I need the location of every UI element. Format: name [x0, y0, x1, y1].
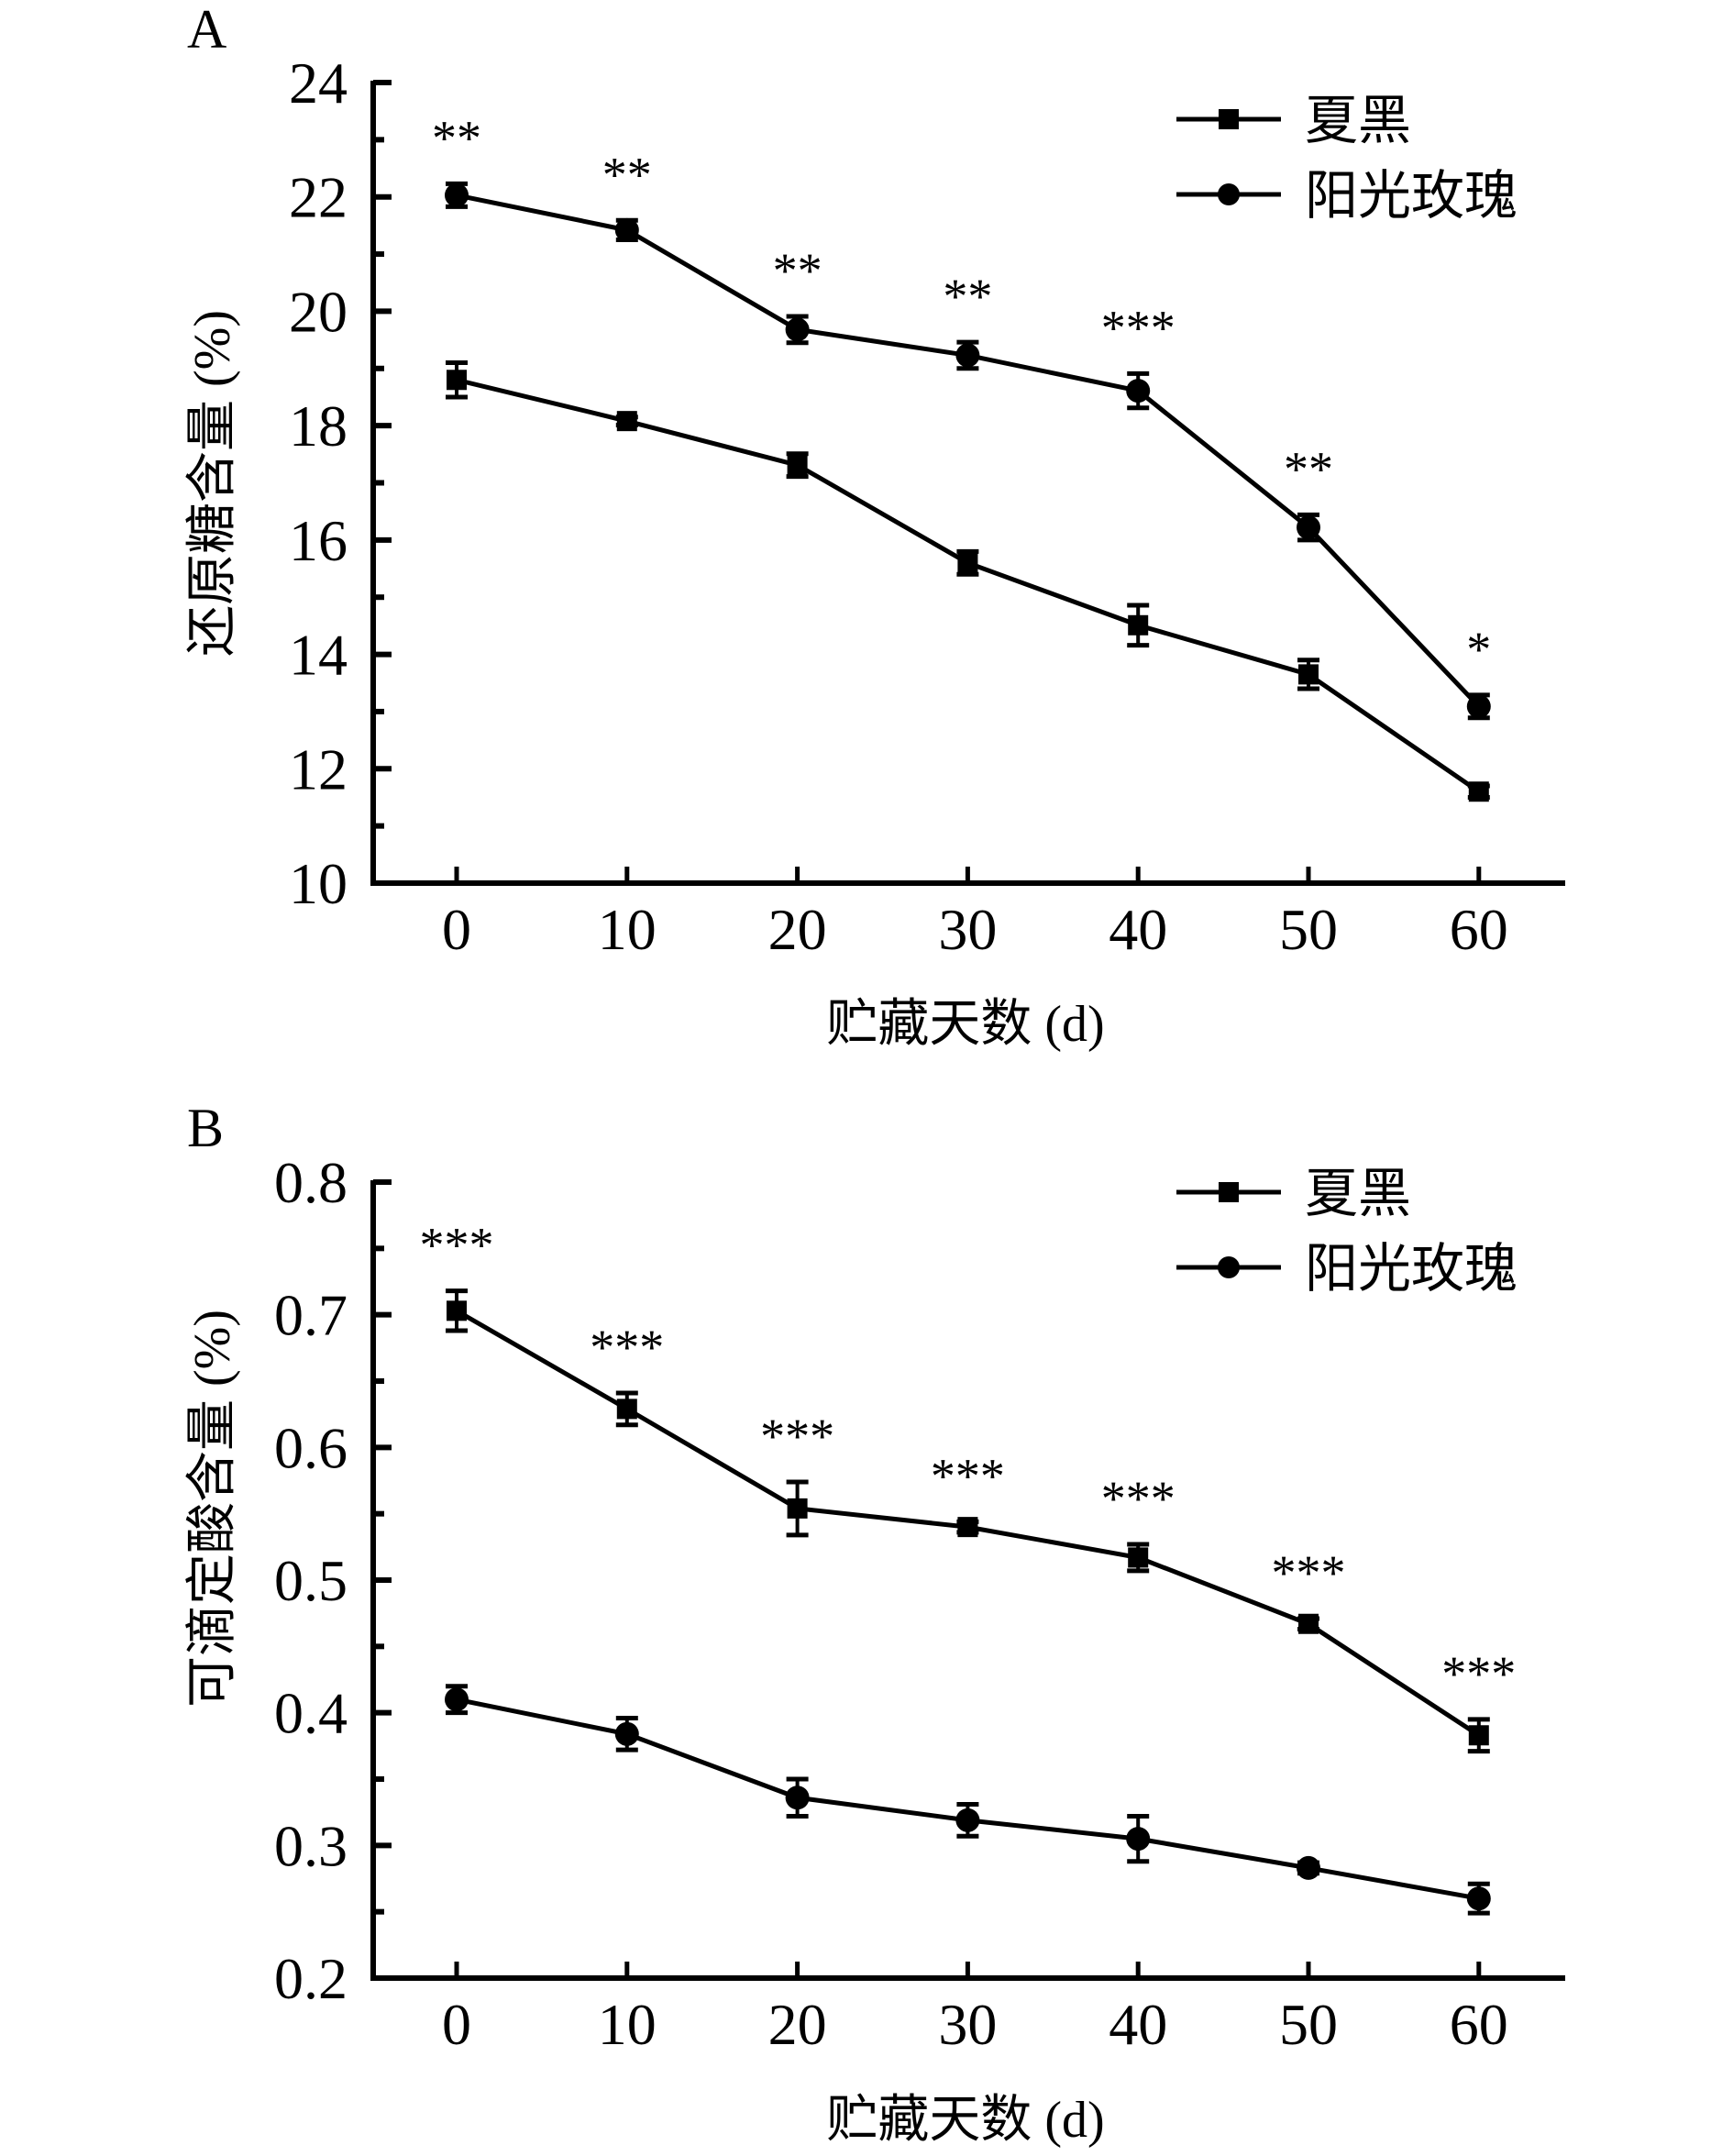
- data-point-circle: [445, 182, 469, 207]
- data-point-square: [447, 1300, 467, 1321]
- data-point-circle: [955, 1808, 980, 1832]
- data-point-circle: [1466, 1886, 1491, 1911]
- x-tick-label: 50: [1279, 1992, 1338, 2057]
- y-tick-label: 10: [289, 851, 348, 916]
- y-tick-label: 0.3: [274, 1813, 348, 1878]
- data-point-circle: [445, 1687, 469, 1712]
- y-tick-label: 0.2: [274, 1946, 348, 2011]
- significance-marker: ***: [931, 1448, 1005, 1503]
- data-point-square: [787, 1498, 808, 1519]
- x-tick-label: 10: [598, 897, 657, 962]
- x-tick-label: 40: [1109, 1992, 1167, 2057]
- significance-marker: *: [1466, 622, 1491, 677]
- data-point-circle: [614, 217, 639, 242]
- x-tick-label: 10: [598, 1992, 657, 2057]
- data-point-square: [447, 370, 467, 391]
- series-circle: [445, 181, 1491, 721]
- legend-circle-icon: [1218, 183, 1240, 205]
- y-tick-label: 24: [289, 50, 348, 116]
- data-point-square: [787, 455, 808, 476]
- y-tick-label: 16: [289, 508, 348, 573]
- legend-label: 阳光玫瑰: [1305, 1239, 1518, 1299]
- data-point-square: [1468, 781, 1489, 802]
- data-point-circle: [785, 1786, 810, 1810]
- data-point-square: [616, 1399, 637, 1420]
- data-point-circle: [1126, 1827, 1151, 1852]
- y-tick-label: 22: [289, 165, 348, 230]
- significance-marker: ***: [1101, 300, 1176, 355]
- legend-label: 夏黑: [1305, 91, 1411, 150]
- significance-marker: ***: [760, 1409, 834, 1464]
- y-tick-label: 0.6: [274, 1415, 348, 1480]
- y-tick-label: 14: [289, 623, 348, 688]
- significance-marker: **: [773, 243, 822, 298]
- significance-marker: ***: [1101, 1471, 1176, 1526]
- data-point-circle: [1297, 515, 1320, 540]
- x-tick-label: 60: [1450, 897, 1508, 962]
- data-point-square: [616, 411, 637, 432]
- panel-label: A: [187, 0, 226, 60]
- legend-label: 夏黑: [1305, 1164, 1411, 1223]
- y-tick-label: 18: [289, 393, 348, 459]
- x-tick-label: 40: [1109, 897, 1167, 962]
- data-point-square: [1468, 1725, 1489, 1746]
- significance-marker: **: [432, 110, 481, 165]
- legend-circle-icon: [1218, 1256, 1240, 1278]
- data-point-square: [957, 552, 978, 573]
- panel-b: B 0.2 0.3 0.4 0.5 0.6 0.7 0.8 0 10 20 30 40 50 60 贮藏天数 …: [184, 1098, 1565, 2149]
- y-tick-label: 20: [289, 279, 348, 344]
- x-tick-label: 0: [442, 897, 471, 962]
- data-point-circle: [1297, 1855, 1320, 1880]
- panel-a: A 10 12 14 16 18 20 22 24 0 10 20 30 40 50 60 贮藏天数 (d) 还原…: [184, 0, 1565, 1053]
- significance-marker: ***: [1441, 1646, 1516, 1701]
- significance-marker: ***: [420, 1218, 494, 1273]
- significance-marker: **: [943, 269, 992, 324]
- x-tick-label: 20: [768, 1992, 827, 2057]
- data-point-circle: [785, 317, 810, 342]
- significance-marker: ***: [1272, 1545, 1346, 1600]
- data-point-square: [957, 1517, 978, 1538]
- data-point-square: [1298, 1613, 1319, 1634]
- x-tick-label: 20: [768, 897, 827, 962]
- x-axis-label: 贮藏天数 (d): [826, 996, 1104, 1053]
- x-tick-label: 50: [1279, 897, 1338, 962]
- legend-square-icon: [1219, 1182, 1239, 1202]
- data-point-square: [1298, 664, 1319, 685]
- significance-marker: ***: [590, 1320, 664, 1375]
- data-point-circle: [614, 1721, 639, 1746]
- y-axis-label: 还原糖含量 (%): [184, 310, 241, 657]
- data-point-circle: [955, 343, 980, 368]
- series-circle: [445, 1684, 1491, 1916]
- legend-label: 阳光玫瑰: [1305, 166, 1518, 226]
- y-axis-label: 可滴定酸含量 (%): [184, 1310, 241, 1708]
- series-square: [446, 1288, 1490, 1754]
- data-point-square: [1128, 1547, 1149, 1568]
- y-tick-label: 12: [289, 736, 348, 802]
- y-tick-label: 0.4: [274, 1681, 348, 1746]
- x-tick-label: 30: [938, 897, 997, 962]
- legend-square-icon: [1219, 109, 1239, 129]
- y-tick-label: 0.8: [274, 1150, 348, 1215]
- y-tick-label: 0.5: [274, 1548, 348, 1613]
- x-tick-label: 0: [442, 1992, 471, 2057]
- significance-marker: **: [1284, 441, 1333, 496]
- x-axis-label: 贮藏天数 (d): [826, 2092, 1104, 2149]
- data-point-circle: [1126, 379, 1151, 404]
- x-tick-label: 60: [1450, 1992, 1508, 2057]
- series-square: [446, 360, 1490, 802]
- panel-label: B: [187, 1098, 224, 1158]
- y-tick-label: 0.7: [274, 1283, 348, 1348]
- data-point-circle: [1466, 694, 1491, 719]
- data-point-square: [1128, 614, 1149, 636]
- significance-marker: **: [602, 147, 652, 202]
- x-tick-label: 30: [938, 1992, 997, 2057]
